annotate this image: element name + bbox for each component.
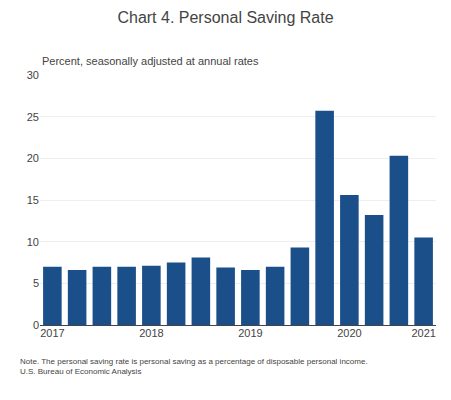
svg-text:2017: 2017	[40, 327, 64, 339]
svg-text:Note. The personal saving rate: Note. The personal saving rate is person…	[20, 357, 368, 376]
svg-text:25: 25	[27, 111, 39, 123]
svg-text:10: 10	[27, 236, 39, 248]
svg-text:5: 5	[33, 277, 39, 289]
svg-text:15: 15	[27, 194, 39, 206]
svg-text:Percent, seasonally adjusted a: Percent, seasonally adjusted at annual r…	[42, 55, 259, 67]
svg-text:2020: 2020	[337, 327, 361, 339]
svg-text:2018: 2018	[139, 327, 163, 339]
svg-text:0: 0	[33, 319, 39, 331]
svg-text:20: 20	[27, 152, 39, 164]
svg-text:30: 30	[27, 69, 39, 81]
svg-text:Chart 4. Personal Saving Rate: Chart 4. Personal Saving Rate	[117, 9, 333, 26]
svg-text:2021: 2021	[411, 327, 435, 339]
svg-text:2019: 2019	[238, 327, 262, 339]
